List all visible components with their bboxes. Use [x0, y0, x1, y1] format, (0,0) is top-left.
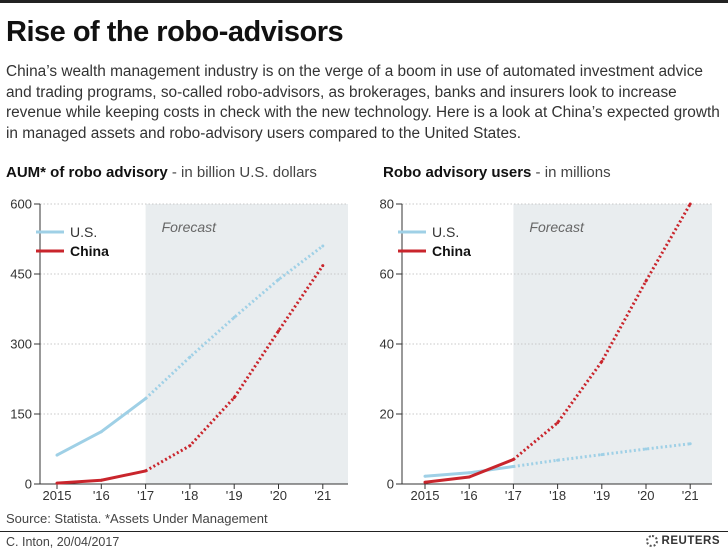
chart-1-series-us-point: [188, 355, 192, 359]
chart-1-series-china-point: [99, 478, 103, 482]
chart-2-series-china-actual-line: [424, 458, 514, 484]
chart-2-x-tick-label: '21: [682, 488, 699, 503]
chart-1-series-china-point: [321, 264, 325, 268]
chart-2-y-tick-label: 20: [380, 407, 394, 422]
chart-2-y-tick-label: 60: [380, 267, 394, 282]
chart-2-y-tick-label: 80: [380, 197, 394, 212]
chart-1-y-tick-label: 600: [10, 197, 32, 212]
page-title: Rise of the robo-advisors: [6, 16, 344, 48]
reuters-logo: REUTERS: [645, 535, 720, 547]
chart-2-series-us-point: [467, 471, 471, 475]
intro-text: China’s wealth management industry is on…: [6, 63, 720, 142]
chart-2-x-tick-label: '16: [461, 488, 478, 503]
chart-1-x-tick-label: '18: [181, 488, 198, 503]
chart-2-series-china-point: [556, 421, 560, 425]
chart-2-y-tick-label: 40: [380, 337, 394, 352]
chart-1-series-us-point: [277, 278, 280, 282]
chart-1-series-us-point: [321, 244, 325, 248]
reuters-logo-icon: [645, 535, 658, 547]
chart-2-y-tick-label: 0: [387, 477, 394, 492]
chart-2-series-us-point: [556, 458, 560, 462]
chart-1-series-us-point: [55, 453, 59, 457]
chart-1-x-tick-label: '17: [137, 488, 154, 503]
chart-1-title: AUM* of robo advisory - in billion U.S. …: [6, 164, 317, 181]
chart-2-plot: Forecast 0 20 40 60 80 2015 '16 '17 '18 '19 '20 '21 U…: [380, 197, 712, 503]
chart-2-series-us-point: [644, 447, 648, 451]
chart-1-y-tick-label: 450: [10, 267, 32, 282]
chart-2-legend-label-us: U.S.: [432, 224, 459, 240]
chart-2-series-china-point: [644, 279, 648, 283]
chart-2-series-us-point: [423, 474, 427, 478]
chart-1-x-tick-label: '21: [314, 488, 331, 503]
chart-1-series-us-actual-line: [56, 397, 147, 457]
chart-1-x-tick-label: '16: [93, 488, 110, 503]
chart-2-series-us-point: [511, 465, 515, 468]
chart-2-x-tick-label: 2015: [411, 488, 440, 503]
chart-1-series-china-point: [277, 329, 280, 333]
chart-1-series-us-point: [144, 397, 148, 401]
chart-2-forecast-label: Forecast: [529, 219, 585, 235]
chart-1-title-main: AUM* of robo advisory: [6, 164, 168, 181]
chart-2-subtitle: in millions: [544, 164, 611, 181]
chart-2-title-main: Robo advisory users: [383, 164, 532, 181]
chart-2-series-china-point: [688, 202, 692, 206]
chart-1-x-tick-label: '20: [270, 488, 287, 503]
reuters-logo-text: REUTERS: [661, 535, 720, 547]
chart-2-series-china-point: [511, 458, 515, 461]
credit-line: C. Inton, 20/04/2017: [6, 535, 120, 549]
source-note: Source: Statista. *Assets Under Manageme…: [6, 511, 268, 526]
chart-2-series-us-point: [600, 453, 604, 457]
chart-2-series-us-point: [688, 442, 692, 446]
bottom-rule: [0, 531, 728, 532]
chart-2-series-china-point: [600, 360, 604, 363]
chart-1-series-us-point: [99, 430, 103, 434]
chart-1-plot: Forecast 0 150 300 450 600 2015 '16 '17 '18 '19 '20…: [10, 197, 348, 503]
chart-1-y-tick-label: 150: [10, 407, 32, 422]
chart-1-y-tick-label: 0: [25, 477, 32, 492]
chart-1-y-tick-label: 300: [10, 337, 32, 352]
chart-1-subtitle: in billion U.S. dollars: [181, 164, 317, 181]
chart-2-title: Robo advisory users - in millions: [383, 164, 611, 181]
chart-2-x-tick-label: '17: [505, 488, 522, 503]
chart-2-x-tick-label: '18: [549, 488, 566, 503]
chart-1-series-china-point: [144, 469, 148, 473]
chart-1-series-china-point: [188, 444, 192, 448]
chart-1-legend-label-china: China: [70, 243, 109, 259]
chart-1-series-china-point: [55, 481, 59, 485]
chart-2-x-tick-label: '20: [638, 488, 655, 503]
chart-1-x-tick-label: 2015: [43, 488, 72, 503]
top-rule: [0, 0, 728, 3]
chart-2-series-china-point: [423, 480, 427, 484]
chart-2-legend-label-china: China: [432, 243, 471, 259]
chart-2-series-china-point: [467, 475, 471, 479]
chart-1-x-tick-label: '19: [226, 488, 243, 503]
chart-1-forecast-label: Forecast: [162, 219, 218, 235]
chart-2-x-tick-label: '19: [593, 488, 610, 503]
chart-1-series-china-point: [232, 396, 236, 400]
chart-1-legend-label-us: U.S.: [70, 224, 97, 240]
chart-1-series-us-point: [232, 315, 236, 319]
chart-2-series-us-forecast-line: [513, 442, 691, 468]
